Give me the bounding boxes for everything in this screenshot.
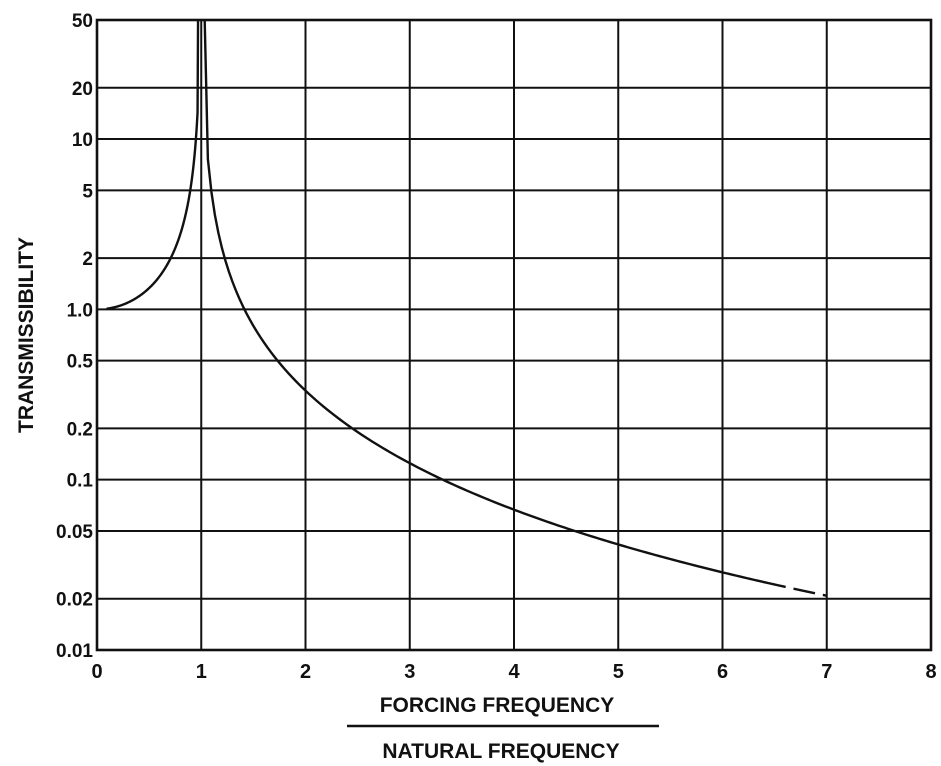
curve-segment-1 [106,20,200,310]
x-tick-label-4: 4 [508,661,520,683]
x-tick-label-5: 5 [613,661,624,683]
y-tick-label-0-2: 0.2 [67,419,93,440]
x-axis-label-numerator: FORCING FREQUENCY [380,694,615,717]
x-axis-label-denominator: NATURAL FREQUENCY [382,740,619,763]
y-tick-label-20: 20 [72,79,93,100]
grid [96,19,932,651]
y-tick-label-2: 2 [82,249,93,270]
x-tick-label-3: 3 [404,661,415,683]
y-axis-label: TRANSMISSIBILITY [15,237,38,433]
curve-segment-3 [763,580,827,597]
y-tick-labels: 0.01 0.02 0.05 0.1 0.2 0.5 1.0 2 5 10 20 50 [56,11,93,662]
x-tick-label-8: 8 [925,661,936,683]
x-tick-label-2: 2 [300,661,311,683]
x-tick-label-1: 1 [196,661,207,683]
transmissibility-curve [106,20,827,597]
y-tick-label-0-01: 0.01 [56,641,93,662]
plot-frame [95,18,933,652]
x-tick-label-7: 7 [821,661,832,683]
x-tick-label-0: 0 [91,661,102,683]
y-tick-label-5: 5 [82,181,93,202]
y-tick-label-1-0: 1.0 [67,300,93,321]
y-tick-label-0-05: 0.05 [56,522,93,543]
y-tick-label-0-5: 0.5 [67,352,94,373]
x-tick-labels: 0 1 2 3 4 5 6 7 8 [91,661,936,683]
y-tick-label-50: 50 [72,11,93,32]
y-tick-label-0-1: 0.1 [67,471,94,492]
y-tick-label-0-02: 0.02 [56,590,93,611]
x-tick-label-6: 6 [717,661,728,683]
y-tick-label-10: 10 [72,130,93,151]
curve-segment-2 [203,20,766,584]
